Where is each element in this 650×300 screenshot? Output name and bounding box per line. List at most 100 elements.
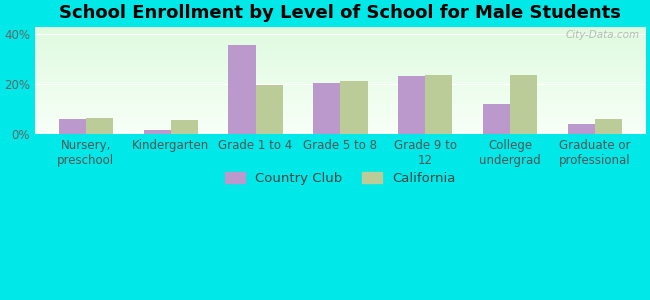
Bar: [35, 39, 646, 40]
Bar: [35, 32, 646, 33]
Bar: [35, 109, 646, 110]
Bar: [35, 113, 646, 114]
Bar: [35, 90, 646, 91]
Bar: [35, 92, 646, 93]
Bar: [510, 75, 538, 134]
Bar: [35, 84, 646, 85]
Bar: [35, 26, 646, 27]
Bar: [35, 40, 646, 41]
Bar: [35, 133, 646, 134]
Bar: [35, 119, 646, 120]
Bar: [35, 106, 646, 107]
Bar: [35, 102, 646, 103]
Bar: [35, 103, 646, 104]
Bar: [35, 123, 646, 124]
Bar: [144, 130, 171, 134]
Bar: [35, 44, 646, 45]
Bar: [35, 68, 646, 69]
Bar: [35, 29, 646, 30]
Bar: [35, 118, 646, 119]
Bar: [35, 131, 646, 132]
Bar: [35, 55, 646, 56]
Bar: [35, 70, 646, 71]
Bar: [35, 64, 646, 65]
Legend: Country Club, California: Country Club, California: [218, 165, 463, 192]
Bar: [35, 33, 646, 34]
Bar: [35, 76, 646, 77]
Bar: [35, 60, 646, 61]
Bar: [35, 104, 646, 105]
Bar: [35, 43, 646, 44]
Bar: [86, 118, 113, 134]
Bar: [35, 83, 646, 84]
Bar: [35, 116, 646, 117]
Bar: [595, 119, 622, 134]
Bar: [35, 120, 646, 121]
Bar: [425, 75, 452, 134]
Text: City-Data.com: City-Data.com: [566, 30, 640, 40]
Bar: [35, 51, 646, 52]
Bar: [35, 105, 646, 106]
Bar: [35, 75, 646, 76]
Bar: [35, 121, 646, 122]
Bar: [171, 120, 198, 134]
Bar: [35, 117, 646, 118]
Bar: [35, 40, 646, 41]
Bar: [35, 57, 646, 58]
Bar: [35, 94, 646, 95]
Bar: [35, 98, 646, 99]
Bar: [35, 78, 646, 79]
Bar: [35, 59, 646, 60]
Bar: [35, 97, 646, 98]
Bar: [35, 79, 646, 80]
Bar: [313, 83, 341, 134]
Bar: [35, 82, 646, 83]
Bar: [341, 81, 368, 134]
Bar: [35, 66, 646, 67]
Bar: [35, 65, 646, 66]
Bar: [35, 46, 646, 47]
Bar: [35, 101, 646, 102]
Bar: [35, 125, 646, 126]
Bar: [35, 71, 646, 72]
Bar: [35, 108, 646, 109]
Bar: [35, 114, 646, 115]
Bar: [35, 130, 646, 131]
Bar: [35, 63, 646, 64]
Bar: [35, 61, 646, 62]
Bar: [35, 42, 646, 43]
Bar: [35, 73, 646, 74]
Bar: [35, 124, 646, 125]
Bar: [35, 87, 646, 88]
Bar: [35, 41, 646, 42]
Bar: [483, 104, 510, 134]
Bar: [35, 115, 646, 116]
Bar: [568, 124, 595, 134]
Bar: [35, 128, 646, 129]
Bar: [35, 80, 646, 81]
Bar: [228, 45, 255, 134]
Bar: [35, 53, 646, 54]
Bar: [35, 96, 646, 97]
Bar: [35, 58, 646, 59]
Bar: [35, 129, 646, 130]
Bar: [35, 56, 646, 57]
Bar: [35, 48, 646, 49]
Bar: [35, 49, 646, 50]
Bar: [35, 61, 646, 62]
Bar: [35, 30, 646, 31]
Bar: [35, 81, 646, 82]
Bar: [58, 119, 86, 134]
Bar: [35, 62, 646, 63]
Bar: [35, 54, 646, 55]
Bar: [398, 76, 425, 134]
Bar: [35, 95, 646, 96]
Bar: [35, 72, 646, 73]
Bar: [35, 89, 646, 90]
Bar: [35, 74, 646, 75]
Bar: [35, 107, 646, 108]
Bar: [35, 77, 646, 78]
Bar: [35, 111, 646, 112]
Bar: [35, 88, 646, 89]
Bar: [35, 47, 646, 48]
